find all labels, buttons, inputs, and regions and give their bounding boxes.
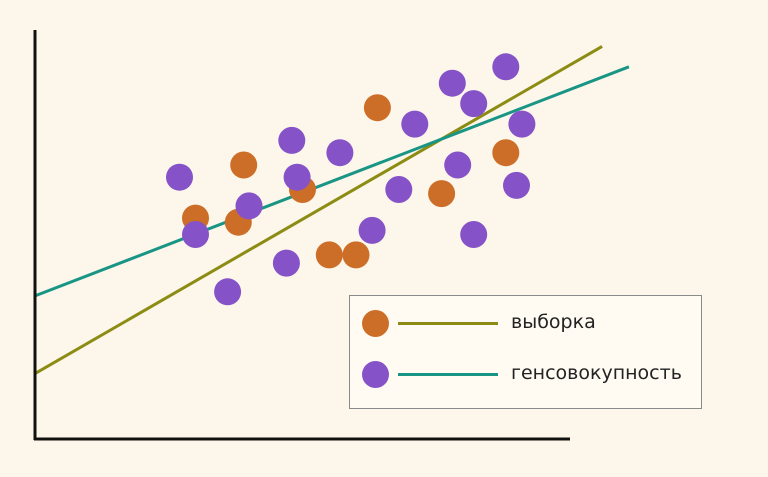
trend-lines — [34, 45, 630, 375]
legend-line-population — [398, 373, 498, 376]
point-sample-6 — [428, 180, 456, 208]
legend-marker-sample — [362, 310, 389, 337]
point-population-5 — [278, 126, 306, 154]
point-population-13 — [460, 90, 488, 118]
point-population-14 — [444, 151, 472, 179]
point-population-17 — [508, 110, 536, 138]
legend-item-population: генсовокупность — [350, 355, 701, 395]
point-sample-4 — [342, 241, 370, 269]
point-population-1 — [166, 163, 193, 191]
trend-line-population — [34, 65, 630, 298]
legend-label-population: генсовокупность — [511, 362, 682, 384]
point-population-15 — [460, 221, 488, 248]
point-population-11 — [385, 176, 413, 203]
trend-line-sample — [34, 45, 603, 375]
point-population-6 — [283, 163, 311, 191]
legend-item-sample: выборка — [350, 304, 701, 344]
legend: выборка генсовокупность — [349, 295, 702, 409]
legend-line-sample — [398, 322, 498, 325]
point-population-12 — [438, 69, 466, 97]
point-population-16 — [492, 53, 520, 81]
data-points — [166, 53, 536, 306]
point-population-10 — [401, 110, 429, 138]
point-population-7 — [272, 249, 300, 277]
point-sample-7 — [492, 139, 520, 167]
point-sample-9 — [315, 241, 343, 269]
point-population-4 — [214, 278, 242, 306]
point-population-2 — [182, 221, 209, 248]
point-population-18 — [503, 171, 530, 199]
point-population-3 — [235, 192, 263, 220]
point-population-9 — [358, 216, 386, 244]
point-sample-2 — [230, 151, 258, 179]
point-sample-5 — [363, 94, 391, 122]
legend-marker-population — [362, 361, 389, 388]
legend-label-sample: выборка — [511, 311, 596, 333]
point-population-8 — [326, 139, 354, 167]
